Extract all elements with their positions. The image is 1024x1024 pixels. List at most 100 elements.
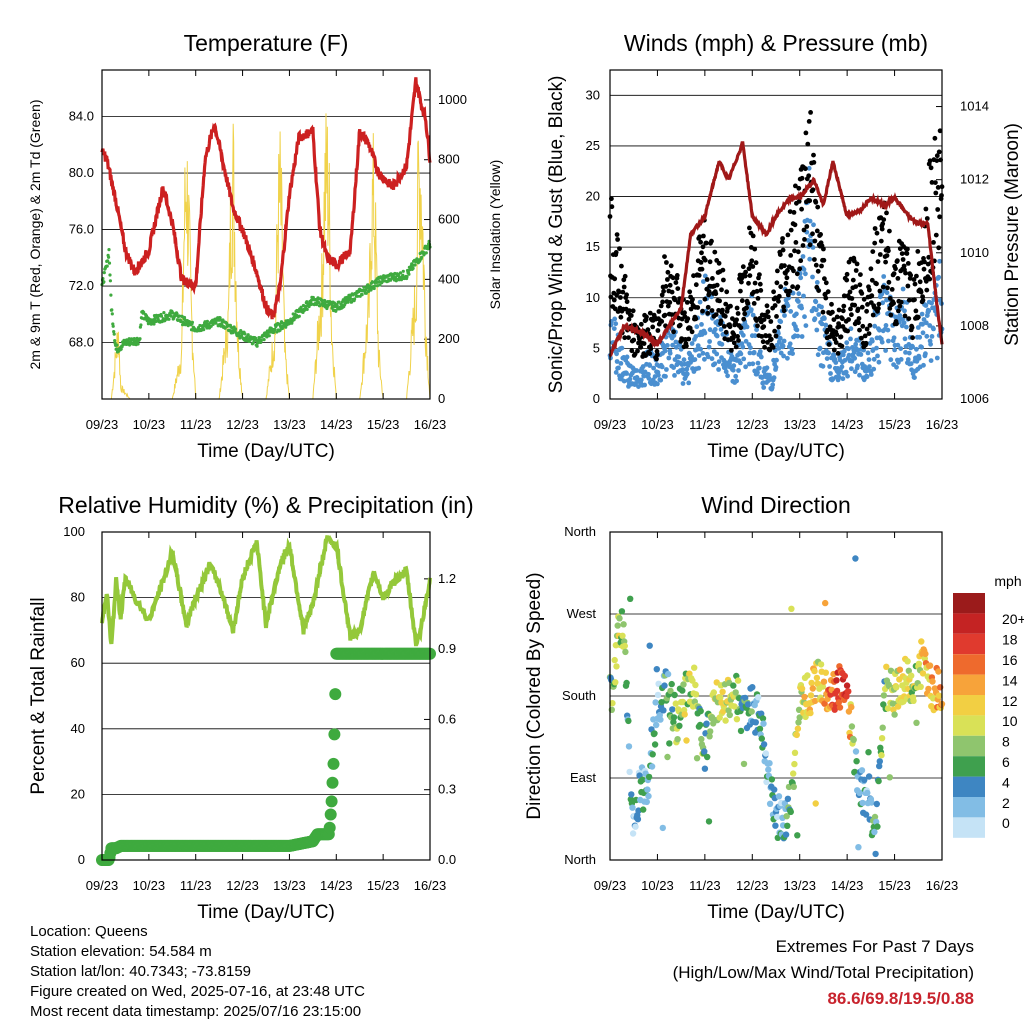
wind-point <box>801 267 807 272</box>
precip-point <box>326 776 339 789</box>
gust-point <box>796 185 802 191</box>
gust-point <box>860 323 866 329</box>
gust-point <box>622 335 628 341</box>
direction-point <box>649 751 656 758</box>
direction-point <box>639 776 646 783</box>
gust-point <box>895 258 900 264</box>
gust-point <box>616 289 622 295</box>
wind-point <box>898 357 904 362</box>
wind-point <box>748 307 754 312</box>
gust-point <box>730 335 736 341</box>
direction-point <box>935 692 943 699</box>
gust-point <box>617 246 622 252</box>
direction-point <box>783 813 790 820</box>
gust-point <box>626 316 632 322</box>
wind-point <box>699 322 704 327</box>
speed-legend-swatch <box>953 756 985 777</box>
gust-point <box>833 340 839 345</box>
precip-series <box>96 647 436 866</box>
direction-point <box>784 795 792 802</box>
gust-point <box>624 292 629 298</box>
gust-point <box>698 260 704 265</box>
gust-point <box>698 239 703 245</box>
direction-point <box>820 678 828 685</box>
gust-point <box>714 282 720 288</box>
panel4-xtick-label: 11/23 <box>689 878 721 893</box>
wind-point <box>647 363 653 368</box>
wind-point <box>902 336 908 342</box>
wind-point <box>876 359 882 365</box>
wind-point <box>755 370 760 375</box>
precip-point <box>329 688 342 701</box>
wind-point <box>807 218 813 224</box>
wind-point <box>740 344 746 350</box>
gust-point <box>920 294 925 299</box>
wind-point <box>736 368 741 373</box>
panel1-xtick-label: 12/23 <box>226 417 259 432</box>
gust-point <box>705 310 711 316</box>
panel2-xtick-label: 10/23 <box>641 417 674 432</box>
direction-point <box>873 800 880 808</box>
wind-point <box>798 275 804 281</box>
gust-point <box>758 288 764 293</box>
gust-point <box>705 304 711 310</box>
direction-point <box>653 721 660 729</box>
dewpoint-point <box>420 255 424 259</box>
panel4-title: Wind Direction <box>701 492 851 518</box>
gust-point <box>699 250 704 256</box>
wind-point <box>642 382 647 388</box>
pressure-ytick-label: 1008 <box>960 318 989 333</box>
wind-point <box>614 351 619 357</box>
direction-point <box>760 720 767 727</box>
direction-point <box>848 703 855 711</box>
gust-point <box>656 309 662 314</box>
dewpoint-point <box>267 334 271 338</box>
dewpoint-point <box>373 284 377 288</box>
panel3-xtick-label: 12/23 <box>226 878 259 893</box>
wind-ylabel: Sonic/Prop Wind & Gust (Blue, Black) <box>546 76 567 394</box>
gust-point <box>664 260 669 265</box>
wind-point <box>827 364 832 369</box>
direction-point <box>722 717 729 724</box>
gust-point <box>802 237 807 242</box>
gust-point <box>753 260 759 266</box>
gust-point <box>905 283 911 289</box>
gust-point <box>839 343 845 349</box>
wind-point <box>686 380 692 386</box>
direction-point <box>865 749 872 756</box>
direction-point <box>622 648 629 656</box>
direction-point <box>763 778 770 786</box>
speed-legend-label: 8 <box>1002 734 1010 750</box>
panel3-xlabel: Time (Day/UTC) <box>197 902 335 923</box>
wind-point <box>621 378 627 384</box>
gust-point <box>920 297 926 303</box>
gust-point <box>810 187 816 193</box>
wind-point <box>875 353 880 359</box>
gust-point <box>628 313 634 318</box>
wind-point <box>833 360 839 365</box>
gust-point <box>812 238 818 244</box>
wind-point <box>903 350 908 355</box>
dewpoint-point <box>284 325 288 329</box>
dewpoint-point <box>246 333 250 337</box>
direction-point <box>891 711 898 718</box>
gust-point <box>693 316 699 322</box>
direction-point <box>794 725 802 732</box>
gust-point <box>767 333 772 339</box>
gust-point <box>647 310 653 316</box>
gust-point <box>615 237 620 242</box>
dewpoint-point <box>424 251 428 255</box>
wind-point <box>752 333 758 339</box>
dewpoint-point <box>255 344 259 348</box>
wind-ytick-label: 5 <box>593 340 600 355</box>
gust-point <box>800 243 806 248</box>
wind-point <box>694 324 700 330</box>
direction-point <box>620 621 627 628</box>
wind-point <box>771 375 777 381</box>
wind-point <box>908 361 914 367</box>
direction-point <box>660 707 667 714</box>
dewpoint-point <box>407 272 411 276</box>
wind-point <box>646 376 652 381</box>
wind-point <box>667 350 673 356</box>
direction-point <box>926 662 934 669</box>
